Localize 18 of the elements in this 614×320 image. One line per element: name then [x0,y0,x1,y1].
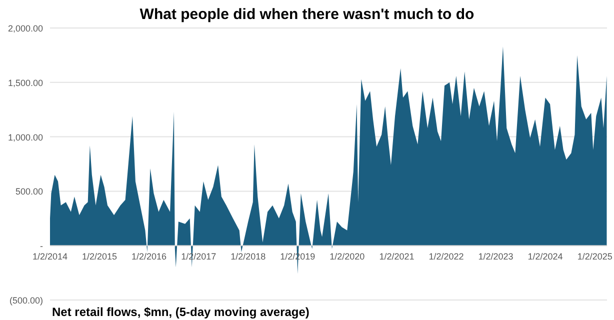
x-tick-label: 1/2/2014 [32,252,68,262]
x-axis-title: Net retail flows, $mn, (5-day moving average) [52,305,310,319]
y-tick-label: (500.00) [9,296,43,306]
y-tick-label: 500.00 [15,186,43,197]
y-tick-label: - [40,241,43,252]
x-tick-label: 1/2/2018 [230,252,266,262]
y-tick-label: 1,500.00 [8,78,43,88]
x-tick-label: 1/2/2020 [330,252,365,262]
x-tick-label: 1/2/2015 [82,252,118,262]
x-tick-label: 1/2/2025 [577,252,612,262]
x-tick-label: 1/2/2023 [478,252,514,262]
y-tick-label: 1,000.00 [8,132,43,142]
chart-title: What people did when there wasn't much to do [140,6,474,23]
x-tick-label: 1/2/2016 [131,252,167,262]
y-tick-label: 2,000.00 [8,24,43,34]
x-tick-label: 1/2/2022 [428,252,464,262]
x-tick-label: 1/2/2024 [528,252,563,262]
x-tick-label: 1/2/2021 [379,252,414,262]
